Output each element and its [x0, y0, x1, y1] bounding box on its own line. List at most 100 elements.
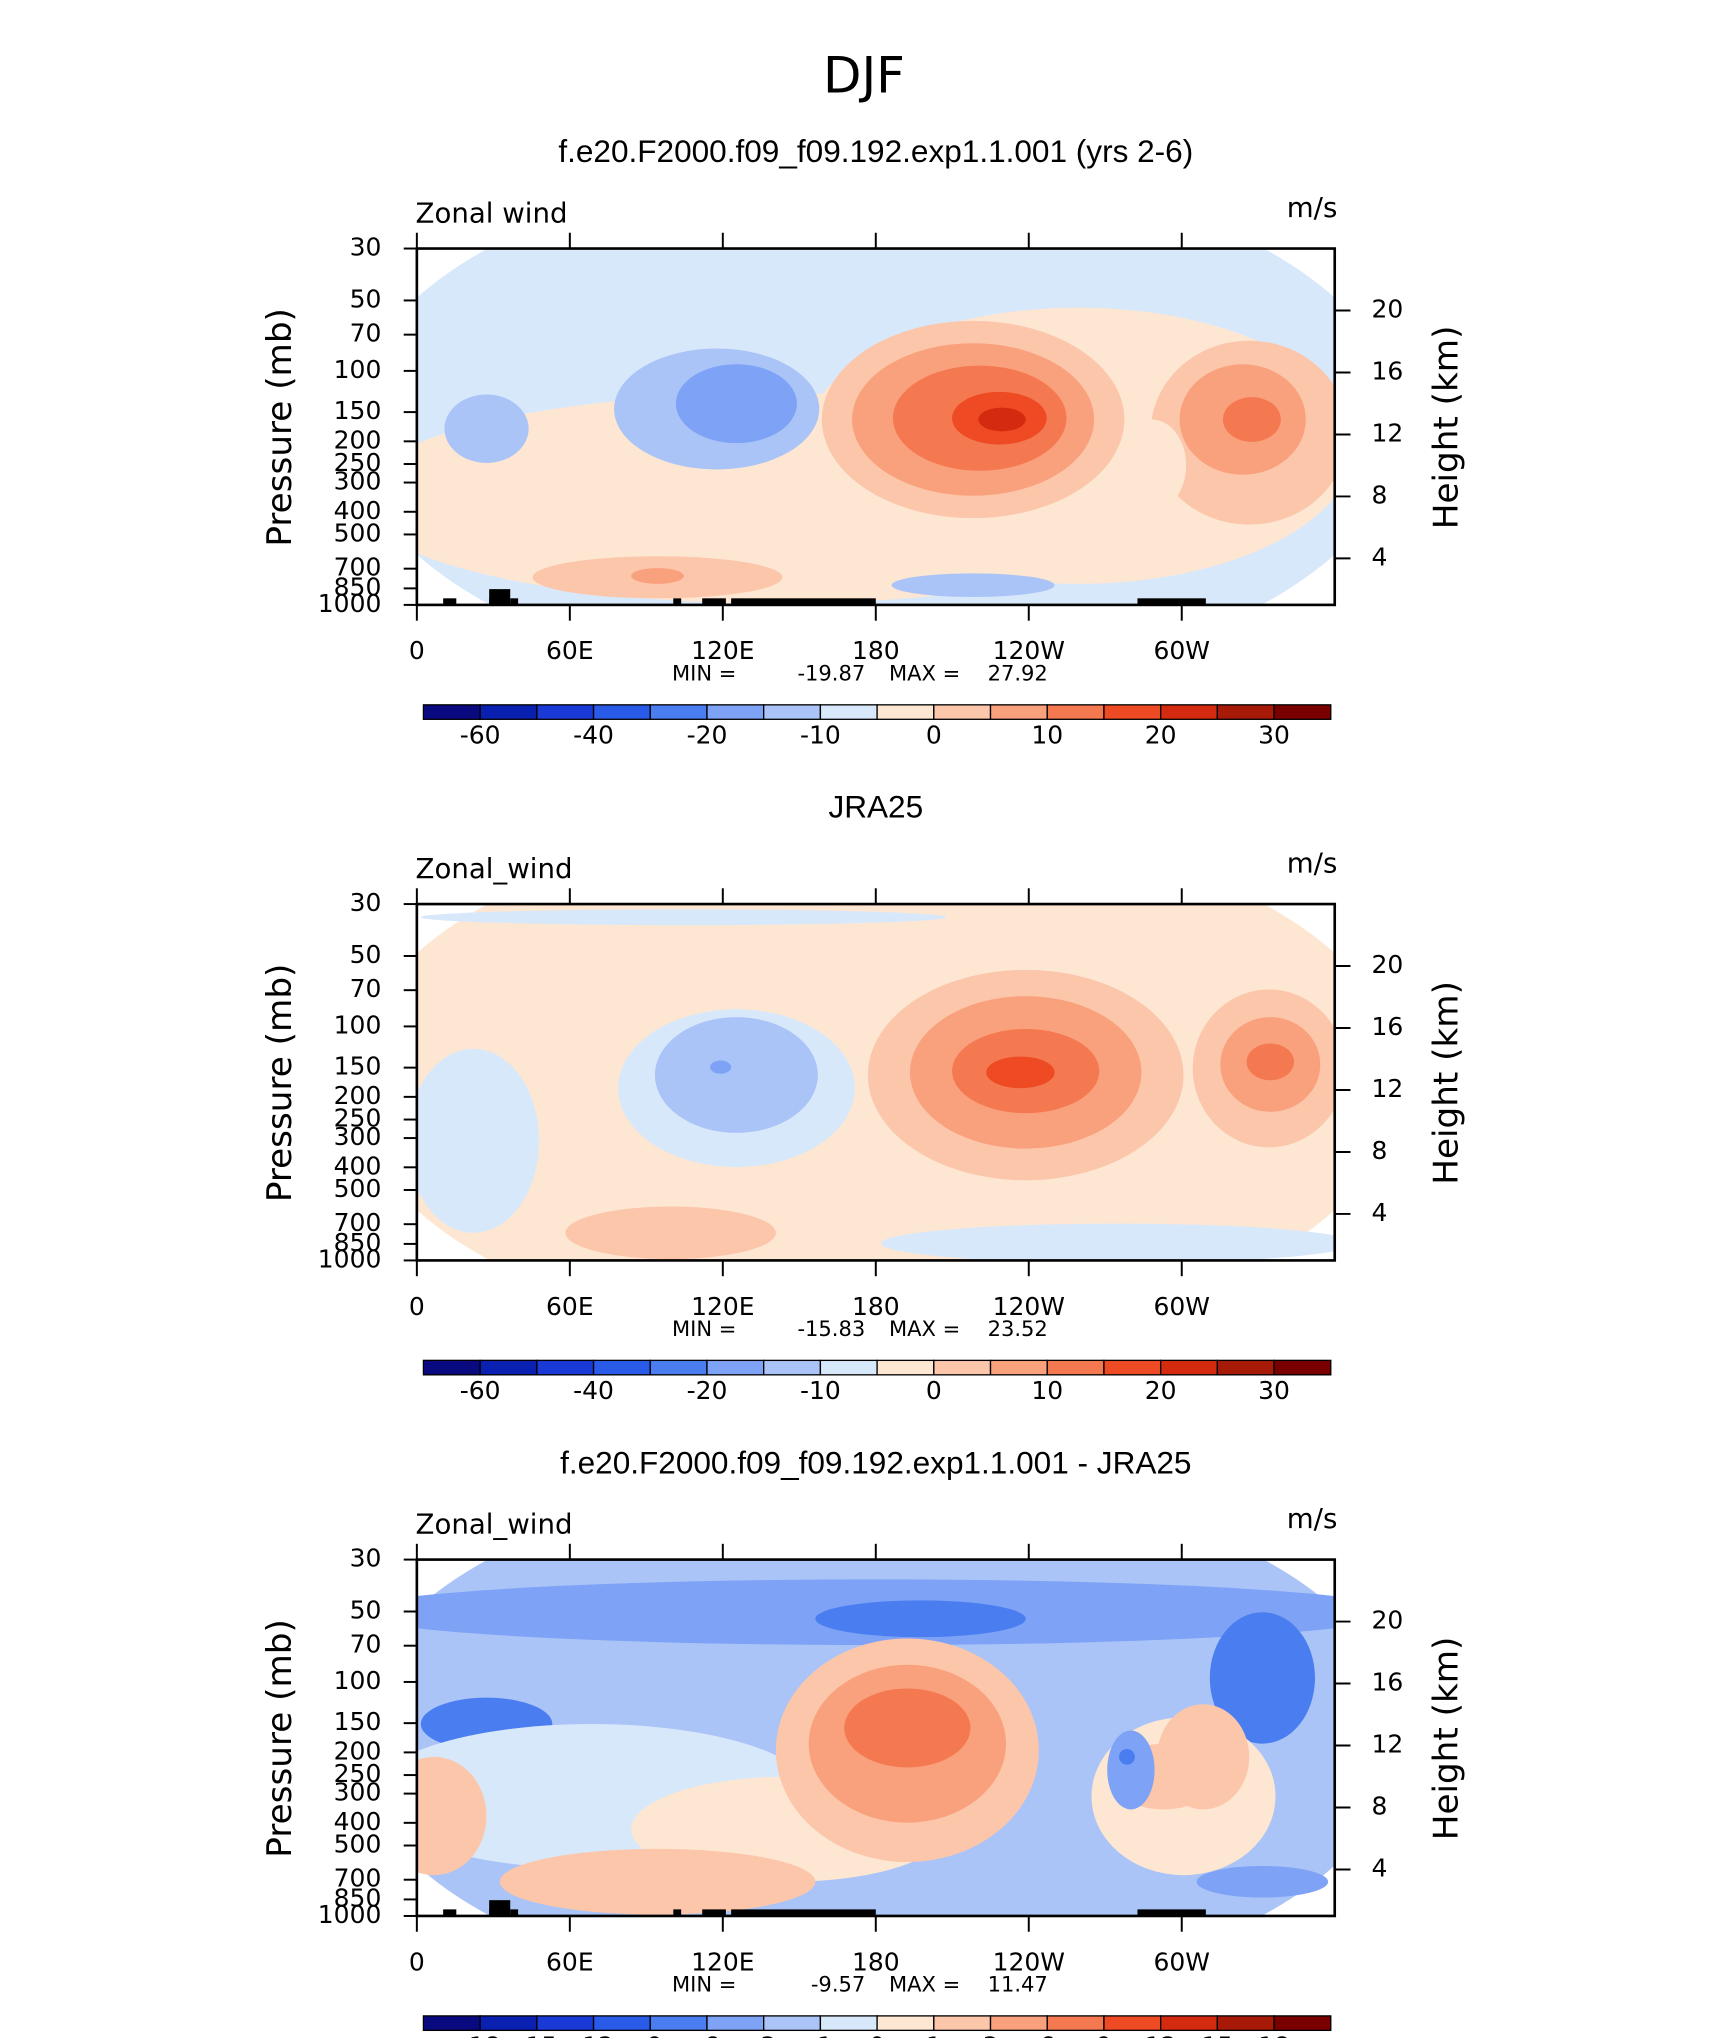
- y2-tick-label: 12: [1372, 1074, 1404, 1103]
- y-tick-label: 400: [334, 496, 382, 525]
- y2-tick-label: 16: [1372, 356, 1404, 385]
- y-tick-label: 850: [334, 1883, 382, 1912]
- y-tick-label: 50: [350, 284, 382, 313]
- topography: [489, 1900, 511, 1916]
- colorbar-box: [1159, 2015, 1219, 2032]
- colorbar-label: -40: [573, 1376, 614, 1405]
- y-tick-label: 50: [350, 1596, 382, 1625]
- colorbar-box: [1216, 2015, 1275, 2032]
- x-tick-label: 60W: [1154, 1292, 1210, 1321]
- colorbar-label: 10: [1031, 1376, 1063, 1405]
- max-label: MAX =: [889, 661, 960, 686]
- colorbar-box: [422, 2015, 481, 2032]
- colorbar-label: 15: [1201, 2031, 1233, 2038]
- y-axis-label: Pressure (mb): [260, 1619, 300, 1858]
- min-label: MIN =: [672, 661, 736, 686]
- contour-region: [416, 1048, 540, 1233]
- y-tick-label: 850: [334, 1228, 382, 1257]
- topography: [673, 598, 682, 605]
- y-tick-label: 250: [334, 448, 382, 477]
- contour-region: [1246, 1043, 1294, 1081]
- colorbar-box: [592, 2015, 651, 2032]
- colorbar-box: [1046, 1359, 1105, 1376]
- y-tick-label: 1000: [318, 1900, 382, 1929]
- contour-region: [710, 1060, 732, 1074]
- colorbar-label: 10: [1031, 720, 1063, 749]
- field-label: Zonal_wind: [416, 852, 573, 885]
- contour-region: [1119, 1748, 1135, 1765]
- colorbar-box: [706, 2015, 765, 2032]
- y-tick-label: 400: [334, 1807, 382, 1836]
- contour-region: [1209, 1612, 1315, 1744]
- colorbar-box: [479, 704, 538, 720]
- colorbar-label: 20: [1145, 1376, 1177, 1405]
- contour-region: [986, 1056, 1055, 1089]
- topography: [489, 589, 511, 605]
- colorbar-box: [989, 704, 1048, 720]
- colorbar-label: -40: [573, 720, 614, 749]
- y-tick-label: 500: [334, 518, 382, 547]
- contour-region: [565, 1206, 776, 1260]
- y-tick-label: 30: [350, 233, 382, 262]
- contour-region: [844, 1688, 971, 1768]
- colorbar-box: [819, 704, 878, 720]
- y-axis-label: Pressure (mb): [260, 308, 300, 547]
- y2-tick-label: 20: [1372, 1606, 1404, 1635]
- y-tick-label: 1000: [318, 1244, 382, 1273]
- contour-region: [1222, 397, 1281, 442]
- topography: [731, 1909, 876, 1916]
- colorbar-box: [1046, 2015, 1105, 2032]
- colorbar-label: -10: [800, 720, 841, 749]
- colorbar-label: 0: [926, 720, 942, 749]
- colorbar-box: [1273, 2015, 1332, 2032]
- colorbar-label: -1: [808, 2031, 833, 2038]
- contour-region: [891, 573, 1055, 598]
- y-tick-label: 700: [334, 1208, 382, 1237]
- units-label: m/s: [1287, 191, 1338, 224]
- colorbar-label: -9: [638, 2031, 663, 2038]
- contour-region: [815, 1600, 1026, 1638]
- y-tick-label: 250: [334, 1104, 382, 1133]
- colorbar-box: [649, 1359, 708, 1376]
- x-tick-label: 60W: [1154, 636, 1210, 665]
- y-tick-label: 70: [350, 319, 382, 348]
- max-value: 11.47: [988, 1972, 1048, 1997]
- x-tick-label: 180: [852, 1947, 900, 1976]
- min-label: MIN =: [672, 1316, 736, 1341]
- y2-tick-label: 8: [1372, 1791, 1388, 1820]
- contour-region: [631, 568, 684, 584]
- colorbar-box: [763, 2015, 822, 2032]
- field-label: Zonal_wind: [416, 1507, 573, 1540]
- colorbar-box: [649, 704, 708, 720]
- contour-region: [654, 1017, 818, 1133]
- y2-tick-label: 20: [1372, 295, 1404, 324]
- contour-region: [1196, 1865, 1329, 1898]
- colorbar-label: -3: [751, 2031, 776, 2038]
- topography: [443, 1909, 457, 1916]
- colorbar-box: [1273, 704, 1332, 720]
- x-tick-label: 60E: [546, 1292, 594, 1321]
- panel-title: f.e20.F2000.f09_f09.192.exp1.1.001 - JRA…: [560, 1444, 1191, 1480]
- x-tick-label: 0: [409, 1947, 425, 1976]
- y2-axis-label: Height (km): [1426, 1637, 1466, 1841]
- max-value: 27.92: [988, 661, 1048, 686]
- colorbar-box: [1273, 1359, 1332, 1376]
- colorbar-box: [989, 2015, 1048, 2032]
- colorbar-label: 0: [926, 1376, 942, 1405]
- max-label: MAX =: [889, 1316, 960, 1341]
- y2-tick-label: 16: [1372, 1012, 1404, 1041]
- colorbar-box: [536, 704, 595, 720]
- colorbar-box: [763, 1359, 822, 1376]
- y2-tick-label: 20: [1372, 950, 1404, 979]
- y2-tick-label: 4: [1372, 1853, 1388, 1882]
- colorbar-label: -20: [687, 720, 728, 749]
- y2-tick-label: 4: [1372, 1198, 1388, 1227]
- colorbar-box: [706, 704, 765, 720]
- y-tick-label: 70: [350, 1630, 382, 1659]
- max-label: MAX =: [889, 1972, 960, 1997]
- y-tick-label: 500: [334, 1174, 382, 1203]
- colorbar-label: -20: [687, 1376, 728, 1405]
- y-tick-label: 70: [350, 974, 382, 1003]
- min-value: -19.87: [797, 661, 865, 686]
- y-tick-label: 300: [334, 1778, 382, 1807]
